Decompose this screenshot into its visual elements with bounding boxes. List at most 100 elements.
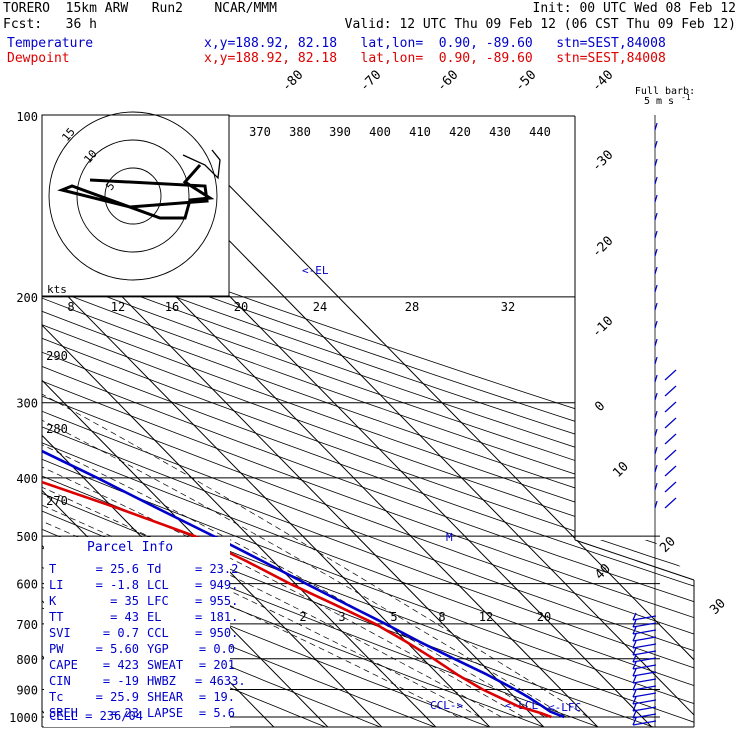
param-value: = 19.: [198, 690, 235, 704]
wind-barb-dense: [632, 647, 657, 656]
barb-staff: [654, 158, 658, 167]
wind-barb: [654, 248, 658, 257]
isotherm-line: [42, 115, 331, 727]
param-value: = 423: [102, 658, 139, 672]
param-name: TT: [49, 610, 64, 624]
barb-flag: [632, 703, 637, 712]
isotherm-line: [0, 116, 6, 730]
barb-staff: [654, 284, 658, 293]
barb-staff: [632, 713, 657, 719]
wind-barb: [654, 284, 658, 293]
param-value: = 23.2: [195, 562, 239, 576]
profile-annotation: <-LFC: [548, 701, 581, 714]
dry-adiabat: [42, 128, 694, 727]
param-name: CAPE: [49, 658, 78, 672]
mixing-ratio-label: 12: [479, 610, 493, 624]
wind-barb: [654, 266, 658, 275]
wind-barb-lower: [664, 497, 677, 509]
isotherm-line: [42, 115, 385, 727]
param-name: SVI: [49, 626, 71, 640]
dry-adiabat: [42, 128, 694, 727]
barb-flag: [632, 710, 637, 719]
barb-flag: [632, 689, 637, 698]
param-value: = 955.: [195, 594, 239, 608]
wind-barb-dense: [632, 696, 657, 705]
wind-barb: [654, 500, 658, 509]
wind-barb: [654, 410, 658, 419]
mixing-ratio-label: 3: [338, 610, 345, 624]
theta-label: 440: [529, 125, 551, 139]
hodograph-units: kts: [47, 283, 67, 296]
parcel-info-title: Parcel Info: [87, 540, 174, 555]
dewpoint-label: Dewpoint: [7, 51, 70, 66]
barb-staff: [654, 392, 658, 401]
pressure-tick-label: 200: [16, 291, 38, 305]
wind-barb-lower: [664, 449, 677, 461]
barb-staff: [632, 615, 657, 621]
barb-staff: [632, 678, 657, 684]
mixing-ratio-label: 32: [501, 300, 515, 314]
barb-staff: [654, 212, 658, 221]
wind-barb-dense: [632, 654, 657, 663]
dry-adiabat: [42, 128, 694, 727]
temperature-axis-label: 0: [592, 399, 608, 415]
wind-barb-dense: [632, 640, 657, 649]
barb-staff: [664, 433, 677, 445]
pressure-tick-label: 600: [16, 578, 38, 592]
parcel-cell: CELL = 236/04: [49, 709, 143, 723]
isotherm-line: [42, 115, 439, 727]
wind-barb-dense: [632, 675, 657, 684]
param-value: = -19: [102, 674, 139, 688]
barb-flag: [632, 668, 637, 677]
theta-lower-label: 270: [46, 494, 68, 508]
parcel-info-row: PW = 5.60 YGP = 0.0: [49, 643, 235, 656]
parcel-info-panel: Parcel Info T = 25.6 Td = 23.2 LI = -1.8 LCL = …: [44, 537, 246, 727]
param-value: = 4633.: [195, 674, 246, 688]
moist-adiabat: [42, 296, 481, 718]
header-line1-left: TORERO 15km ARW Run2 NCAR/MMM: [3, 1, 277, 16]
theta-label: 400: [369, 125, 391, 139]
pressure-tick-label: 400: [16, 472, 38, 486]
parcel-info-row: TT = 43 EL = 181.: [49, 610, 238, 624]
barb-staff: [632, 650, 657, 656]
theta-label: 390: [329, 125, 351, 139]
temperature-axis-label: -40: [589, 68, 616, 95]
wind-barb-lower: [664, 433, 677, 445]
dry-adiabat: [42, 128, 694, 727]
barb-staff: [632, 685, 657, 691]
dry-adiabat: [42, 128, 694, 727]
param-value: = 43: [110, 610, 139, 624]
param-name: K: [49, 594, 57, 608]
dry-adiabat: [42, 128, 662, 727]
theta-label: 370: [249, 125, 271, 139]
dry-adiabat: [42, 128, 694, 727]
dry-adiabat: [42, 128, 694, 727]
wind-barb: [654, 176, 658, 185]
mixing-ratio-label: 8: [67, 300, 74, 314]
barb-staff: [632, 706, 657, 712]
parcel-info-row: T = 25.6 Td = 23.2: [49, 562, 239, 576]
wind-barb: [654, 374, 658, 383]
temperature-axis-label: 10: [610, 459, 632, 481]
header-line2-left: Fcst: 36 h: [3, 17, 97, 32]
theta-lower-label: 280: [46, 422, 68, 436]
temperature-axis-label: -80: [279, 68, 306, 95]
hodograph-trace: [57, 164, 215, 220]
wind-barb: [654, 212, 658, 221]
mixing-ratio-label: 28: [405, 300, 419, 314]
wind-barb: [654, 392, 658, 401]
barb-staff: [654, 374, 658, 383]
wind-barb: [654, 158, 658, 167]
barb-staff: [654, 464, 658, 473]
wind-barb-units: 5 m s: [644, 96, 674, 107]
profile-annotation: CCL->: [430, 699, 463, 712]
pressure-tick-label: 800: [16, 653, 38, 667]
temperature-label: Temperature: [7, 36, 94, 51]
temperature-axis-label: -50: [512, 68, 539, 95]
dry-adiabat: [42, 128, 694, 727]
param-value: = 25.9: [95, 690, 139, 704]
barb-staff: [664, 449, 677, 461]
dry-adiabat: [42, 128, 694, 727]
temperature-location: x,y=188.92, 82.18 lat,lon= 0.90, -89.60 …: [204, 36, 666, 51]
parcel-info-row: SVI = 0.7 CCL = 950.: [49, 626, 238, 640]
